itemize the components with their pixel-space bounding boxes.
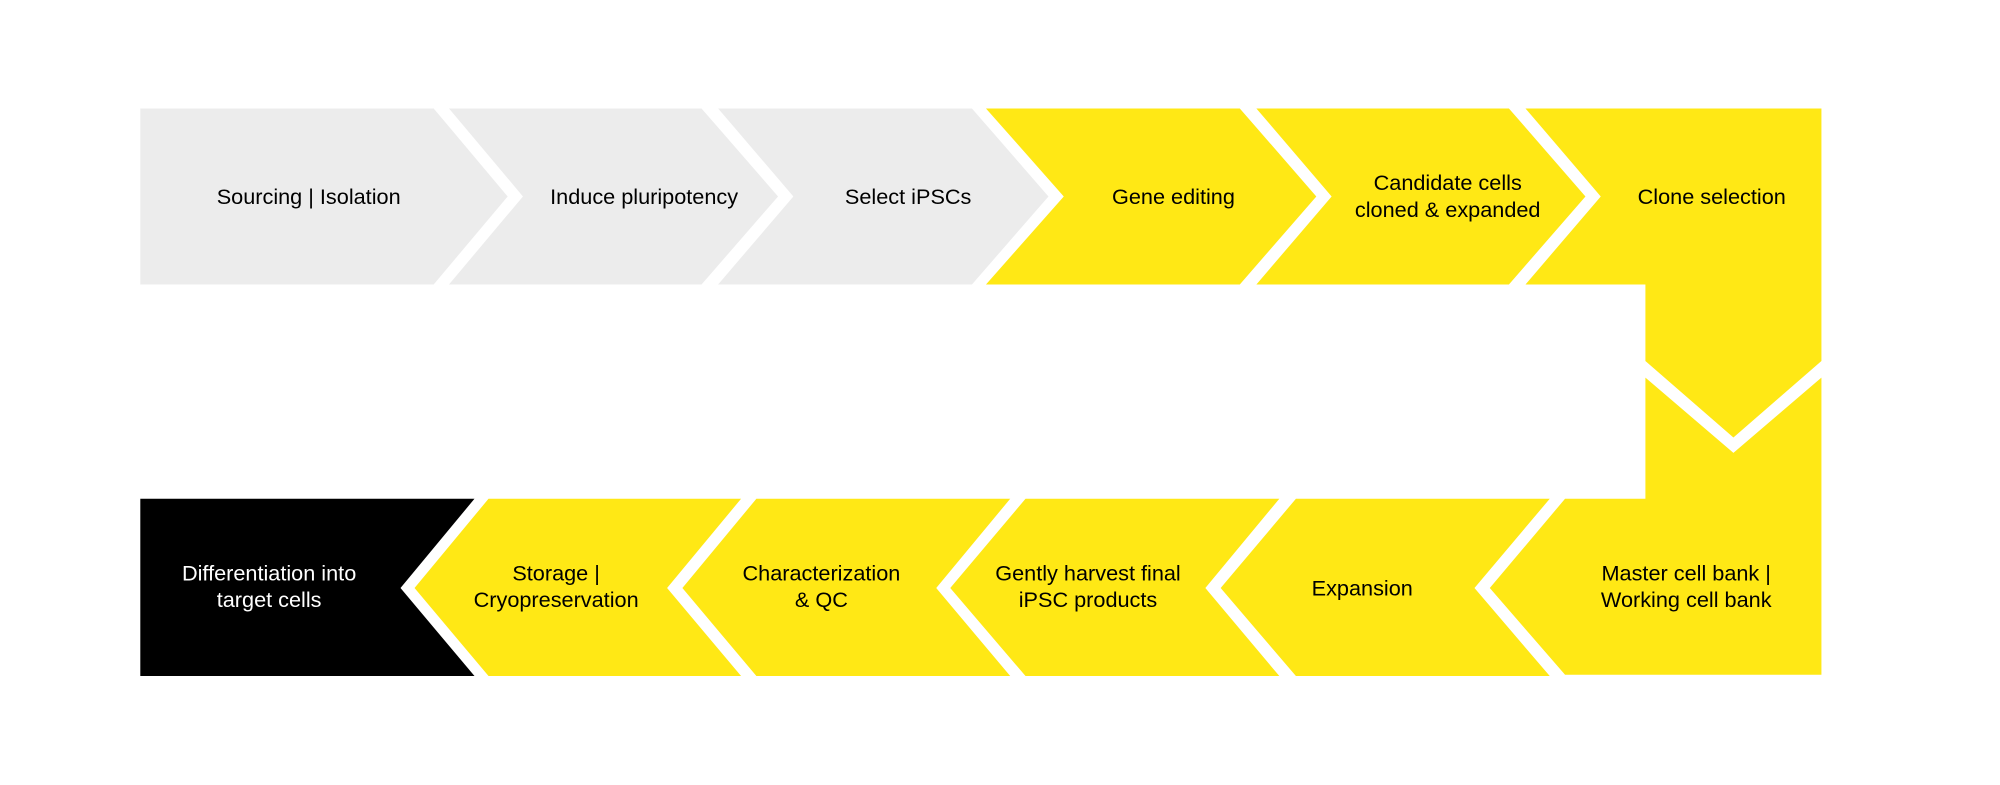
step-shape (950, 498, 1280, 677)
step-gently-harvest: Gently harvest final iPSC products (950, 498, 1280, 677)
step-label: Master cell bank | Working cell bank (1601, 560, 1772, 612)
step-shape (414, 498, 742, 677)
step-induce-pluripotency: Induce pluripotency (448, 108, 779, 285)
step-label: Candidate cells cloned & expanded (1355, 170, 1541, 222)
step-characterization-qc: Characterization & QC (682, 498, 1011, 677)
step-label: Clone selection (1638, 184, 1786, 209)
step-shape (140, 108, 508, 285)
step-differentiation: Differentiation into target cells (140, 498, 475, 677)
step-label: Expansion (1312, 576, 1413, 601)
step-shape (1489, 377, 1822, 675)
step-label: Gently harvest final iPSC products (995, 560, 1181, 612)
step-shape (1256, 108, 1586, 285)
step-select-ipscs: Select iPSCs (718, 108, 1049, 285)
step-label: Storage | Cryopreservation (474, 560, 639, 612)
step-shape (682, 498, 1011, 677)
step-shape (985, 108, 1317, 285)
step-storage-cryopreservation: Storage | Cryopreservation (414, 498, 742, 677)
step-label: Select iPSCs (845, 184, 972, 209)
step-label: Characterization & QC (743, 560, 901, 612)
step-master-cell-bank: Master cell bank | Working cell bank (1489, 377, 1822, 675)
step-shape (448, 108, 779, 285)
step-expansion: Expansion (1220, 498, 1550, 677)
step-shape (1220, 498, 1550, 677)
step-label: Differentiation into target cells (182, 560, 356, 612)
step-shape (140, 498, 475, 677)
step-shape (718, 108, 1049, 285)
step-sourcing-isolation: Sourcing | Isolation (140, 108, 508, 285)
step-gene-editing: Gene editing (985, 108, 1317, 285)
step-clone-selection: Clone selection (1525, 108, 1822, 438)
step-label: Gene editing (1112, 184, 1235, 209)
step-candidate-cells: Candidate cells cloned & expanded (1256, 108, 1586, 285)
step-label: Induce pluripotency (550, 184, 738, 209)
step-shape (1525, 108, 1822, 438)
step-label: Sourcing | Isolation (217, 184, 401, 209)
